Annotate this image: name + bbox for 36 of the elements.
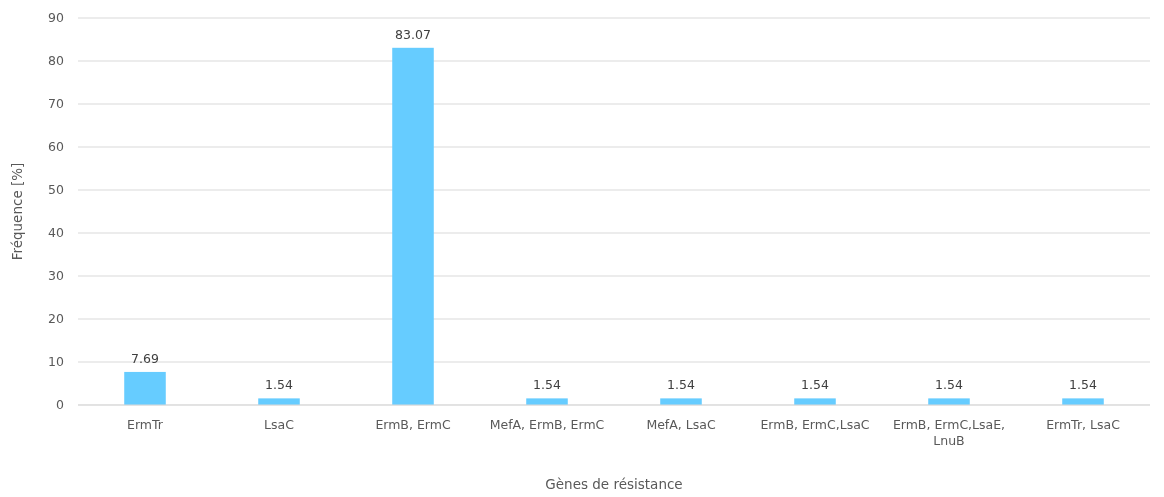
bar <box>258 398 300 405</box>
y-tick-label: 30 <box>48 268 65 284</box>
bar <box>392 47 434 405</box>
data-label: 83.07 <box>395 26 431 42</box>
x-tick-label: MefA, LsaC <box>646 417 716 432</box>
y-tick-label: 40 <box>48 225 65 241</box>
x-tick-label: ErmB, ErmC,LsaE, LnuB <box>892 417 1006 448</box>
data-label: 1.54 <box>1069 377 1097 393</box>
y-tick-label: 80 <box>48 53 65 69</box>
y-tick-label: 60 <box>48 139 65 155</box>
data-label: 1.54 <box>667 377 695 393</box>
y-tick-label: 50 <box>48 182 65 198</box>
y-axis-title: Fréquence [%] <box>9 162 25 261</box>
y-tick-label: 90 <box>48 10 65 26</box>
x-axis-title: Gènes de résistance <box>545 476 683 492</box>
bar <box>928 398 970 405</box>
x-tick-label: ErmB, ErmC,LsaC <box>760 417 870 432</box>
bar <box>660 398 702 405</box>
y-tick-label: 10 <box>48 354 65 370</box>
data-label: 1.54 <box>801 377 829 393</box>
x-tick-label: ErmTr <box>127 417 164 432</box>
x-tick-label: ErmB, ErmC <box>375 417 451 432</box>
data-label: 1.54 <box>533 377 561 393</box>
x-tick-label: MefA, ErmB, ErmC <box>489 417 605 432</box>
y-tick-label: 20 <box>48 311 65 327</box>
bar <box>794 398 836 405</box>
y-tick-label: 70 <box>48 96 65 112</box>
data-label: 1.54 <box>935 377 963 393</box>
data-label: 7.69 <box>131 350 159 366</box>
bar <box>526 398 568 405</box>
x-tick-label: ErmTr, LsaC <box>1046 417 1121 432</box>
y-tick-label: 0 <box>56 397 65 413</box>
data-label: 1.54 <box>265 377 293 393</box>
bar <box>124 371 166 405</box>
bar <box>1062 398 1104 405</box>
x-tick-label: LsaC <box>264 417 295 432</box>
